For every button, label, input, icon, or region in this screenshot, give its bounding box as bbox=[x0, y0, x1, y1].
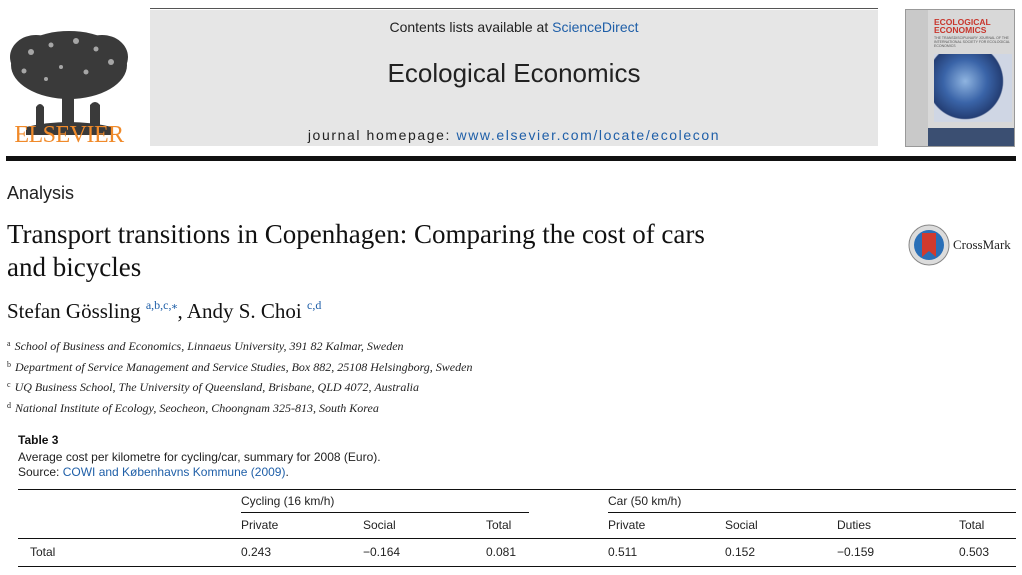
cover-bottom-band bbox=[928, 128, 1014, 146]
table-source-prefix: Source: bbox=[18, 465, 63, 479]
homepage-prefix: journal homepage: bbox=[307, 127, 457, 143]
sciencedirect-link[interactable]: ScienceDirect bbox=[552, 19, 639, 35]
table-cell: 0.511 bbox=[608, 545, 638, 559]
table-source: Source: COWI and Københavns Kommune (200… bbox=[18, 465, 289, 479]
author-1-affiliation-marks[interactable]: a,b,c,⁎ bbox=[146, 298, 178, 312]
author-list: Stefan Gössling a,b,c,⁎, Andy S. Choi c,… bbox=[7, 298, 321, 324]
table-group-header-cycling: Cycling (16 km/h) bbox=[241, 494, 335, 508]
table-group-header-car: Car (50 km/h) bbox=[608, 494, 682, 508]
affiliation-item: a School of Business and Economics, Linna… bbox=[7, 335, 472, 356]
table-cell: −0.159 bbox=[837, 545, 875, 559]
table-col-header: Private bbox=[241, 518, 279, 532]
cover-title-line1: ECOLOGICAL bbox=[934, 17, 991, 27]
table-col-header: Total bbox=[959, 518, 985, 532]
affiliation-item: c UQ Business School, The University of Q… bbox=[7, 376, 472, 397]
table-col-header: Duties bbox=[837, 518, 872, 532]
affiliation-text: National Institute of Ecology, Seocheon,… bbox=[15, 400, 379, 415]
article-title-line2: and bicycles bbox=[7, 252, 142, 282]
journal-name: Ecological Economics bbox=[387, 58, 641, 88]
table-col-header: Total bbox=[486, 518, 512, 532]
affiliation-text: Department of Service Management and Ser… bbox=[15, 359, 473, 374]
elsevier-wordmark: ELSEVIER bbox=[14, 122, 124, 148]
corresponding-author-star[interactable]: ⁎ bbox=[171, 298, 178, 312]
table-caption: Average cost per kilometre for cycling/c… bbox=[18, 450, 381, 464]
table-col-header: Social bbox=[725, 518, 758, 532]
journal-homepage-line: journal homepage: www.elsevier.com/locat… bbox=[150, 127, 878, 143]
table-cell: 0.152 bbox=[725, 545, 756, 559]
journal-header-box: Contents lists available at ScienceDirec… bbox=[150, 10, 878, 146]
crossmark-icon[interactable] bbox=[908, 224, 950, 266]
table-header-rule bbox=[18, 538, 1016, 539]
author-name-1: Stefan Gössling bbox=[7, 299, 141, 323]
affiliation-mark: c bbox=[7, 380, 11, 389]
affiliation-item: d National Institute of Ecology, Seocheon… bbox=[7, 397, 472, 418]
contents-prefix: Contents lists available at bbox=[389, 19, 553, 35]
table-label: Table 3 bbox=[18, 433, 59, 447]
journal-homepage-link[interactable]: www.elsevier.com/locate/ecolecon bbox=[456, 127, 721, 143]
article-title-line1: Transport transitions in Copenhagen: Com… bbox=[7, 219, 705, 249]
affiliation-text: UQ Business School, The University of Qu… bbox=[14, 380, 419, 394]
journal-cover-thumbnail[interactable]: ECOLOGICAL ECONOMICS THE TRANSDISCIPLINA… bbox=[905, 9, 1015, 147]
affiliation-mark: a bbox=[7, 339, 11, 348]
table-row-label: Total bbox=[30, 545, 56, 559]
affiliation-list: a School of Business and Economics, Linna… bbox=[7, 335, 472, 417]
table-bottom-rule bbox=[18, 566, 1016, 567]
affiliation-mark: b bbox=[7, 359, 11, 369]
table-cell: 0.243 bbox=[241, 545, 272, 559]
cover-title-line2: ECONOMICS bbox=[934, 25, 987, 35]
article-section: Analysis bbox=[7, 183, 75, 203]
affiliation-text: School of Business and Economics, Linnae… bbox=[14, 339, 404, 353]
table-cell: 0.503 bbox=[959, 545, 990, 559]
cover-globe-image bbox=[934, 54, 1012, 122]
author-1-affil-sup[interactable]: a,b,c, bbox=[145, 298, 172, 312]
author-name-2: Andy S. Choi bbox=[186, 299, 302, 323]
table-col-header: Private bbox=[608, 518, 646, 532]
cover-subtitle: THE TRANSDISCIPLINARY JOURNAL OF THE INT… bbox=[934, 36, 1010, 48]
affiliation-item: b Department of Service Management and Se… bbox=[7, 356, 472, 377]
table-top-rule bbox=[18, 489, 1016, 490]
table-cell: 0.081 bbox=[486, 545, 517, 559]
table-group-rule-cycling bbox=[241, 512, 529, 513]
table-cell: −0.164 bbox=[363, 545, 401, 559]
table-group-rule-car bbox=[608, 512, 1016, 513]
article-title: Transport transitions in Copenhagen: Com… bbox=[7, 218, 807, 284]
affiliation-mark: d bbox=[7, 400, 11, 410]
cover-sidebar bbox=[906, 10, 928, 146]
table-col-header: Social bbox=[363, 518, 396, 532]
table-source-suffix: . bbox=[285, 465, 289, 479]
table-source-link[interactable]: COWI and Københavns Kommune (2009) bbox=[62, 465, 286, 479]
header-top-rule bbox=[150, 8, 878, 9]
header-thick-rule bbox=[6, 156, 1016, 161]
elsevier-tree-logo bbox=[6, 27, 132, 137]
cover-title: ECOLOGICAL ECONOMICS bbox=[934, 17, 991, 35]
crossmark-label[interactable]: CrossMark bbox=[953, 237, 1011, 252]
author-separator: , bbox=[177, 299, 187, 323]
contents-availability-line: Contents lists available at ScienceDirec… bbox=[150, 19, 878, 35]
author-2-affiliation-marks[interactable]: c,d bbox=[307, 298, 322, 312]
